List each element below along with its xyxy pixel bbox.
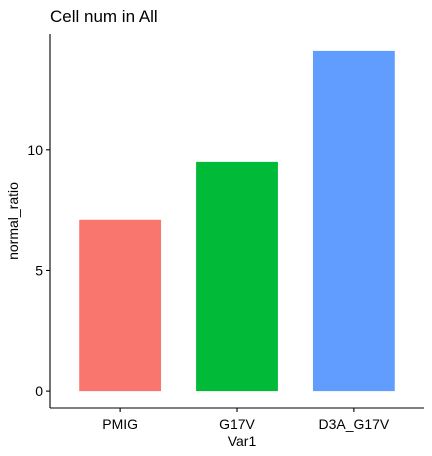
x-tick-label: PMIG — [102, 416, 138, 432]
x-tick-label: D3A_G17V — [318, 416, 389, 432]
chart-title: Cell num in All — [50, 7, 158, 26]
y-tick-label: 5 — [35, 262, 43, 278]
bar-pmig — [79, 219, 162, 392]
y-tick-label: 0 — [35, 383, 43, 399]
y-tick-label: 10 — [27, 142, 43, 158]
bars-layer — [79, 50, 395, 392]
bar-d3a-g17v — [312, 50, 395, 392]
y-axis-label: normal_ratio — [5, 182, 21, 260]
bar-g17v — [196, 161, 278, 392]
x-ticks-layer: PMIG G17V D3A_G17V — [102, 408, 390, 432]
x-tick-label: G17V — [219, 416, 255, 432]
x-axis-label: Var1 — [228, 433, 257, 449]
y-ticks-layer: 0 5 10 — [27, 142, 50, 399]
